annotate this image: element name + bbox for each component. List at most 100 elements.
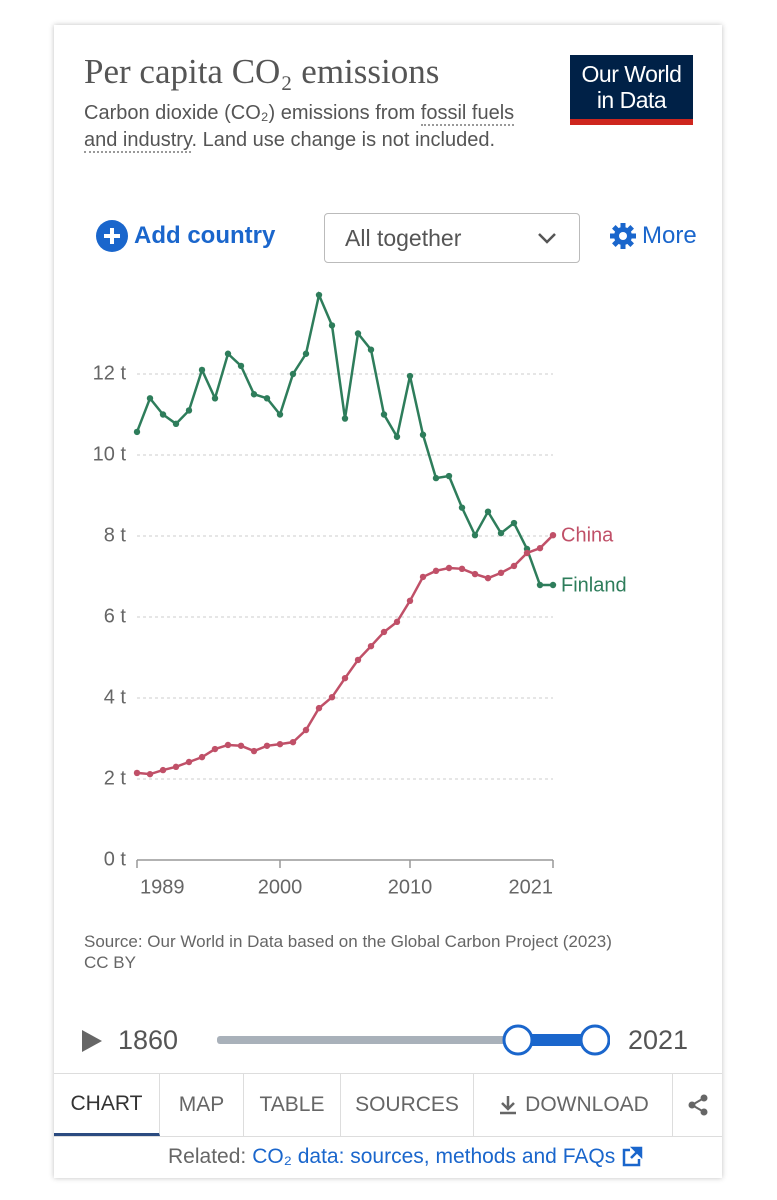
data-point bbox=[367, 346, 375, 353]
y-tick-label: 6 t bbox=[104, 605, 127, 627]
data-point bbox=[523, 549, 531, 557]
data-point bbox=[484, 508, 492, 515]
data-point bbox=[549, 531, 557, 539]
tab-label: DOWNLOAD bbox=[525, 1093, 649, 1116]
y-tick-label: 8 t bbox=[104, 524, 127, 546]
data-point bbox=[458, 565, 466, 573]
download-icon bbox=[500, 1096, 517, 1115]
data-point bbox=[484, 574, 492, 582]
data-point bbox=[341, 415, 349, 422]
data-point bbox=[497, 529, 505, 537]
related-link[interactable]: CO₂ data: sources, methods and FAQs bbox=[252, 1145, 616, 1168]
data-point bbox=[536, 581, 544, 589]
title: Per capita CO₂ emissions bbox=[84, 52, 440, 91]
more-button[interactable]: More bbox=[610, 222, 697, 250]
related-label: Related: bbox=[168, 1145, 247, 1168]
tab-bar: CHART MAP TABLE SOURCES DOWNLOAD bbox=[54, 1073, 722, 1137]
external-link-icon bbox=[622, 1146, 643, 1167]
data-point bbox=[172, 420, 180, 428]
data-point bbox=[328, 322, 336, 329]
license: CC BY bbox=[84, 953, 136, 972]
share-icon bbox=[688, 1094, 707, 1116]
tab[interactable]: TABLE bbox=[244, 1074, 341, 1136]
data-point bbox=[133, 769, 141, 777]
add-country-button[interactable]: Add country bbox=[96, 220, 275, 252]
data-point bbox=[341, 674, 349, 682]
button-label: Add country bbox=[134, 222, 276, 249]
subtitle-text: . Land use change is not included. bbox=[191, 129, 496, 151]
data-point bbox=[393, 433, 401, 440]
data-point bbox=[380, 628, 388, 636]
button-label: More bbox=[642, 222, 697, 249]
source-text: Source: Our World in Data based on the G… bbox=[84, 932, 612, 951]
data-point bbox=[159, 411, 167, 418]
data-point bbox=[211, 745, 219, 753]
mode-select[interactable]: All together bbox=[324, 213, 580, 263]
data-point bbox=[198, 366, 206, 374]
series-label: Finland bbox=[561, 574, 627, 596]
data-point bbox=[198, 753, 206, 761]
data-point bbox=[432, 567, 440, 575]
data-point bbox=[172, 763, 180, 771]
data-point bbox=[510, 519, 518, 527]
data-point bbox=[302, 350, 310, 357]
logo[interactable]: Our World in Data bbox=[570, 55, 693, 125]
data-point bbox=[133, 428, 141, 436]
data-point bbox=[419, 573, 427, 581]
y-tick-label: 4 t bbox=[104, 686, 127, 708]
subtitle-link[interactable]: fossil fuels and industry bbox=[84, 102, 515, 153]
data-point bbox=[419, 431, 427, 438]
source: Source: Our World in Data based on the G… bbox=[84, 931, 644, 973]
share-tab[interactable] bbox=[673, 1074, 722, 1136]
tab[interactable]: CHART bbox=[54, 1074, 160, 1136]
data-point bbox=[211, 395, 219, 402]
data-point bbox=[367, 642, 375, 650]
data-point bbox=[497, 569, 505, 577]
timeline-end: 2021 bbox=[628, 1025, 689, 1055]
data-point bbox=[432, 474, 440, 482]
select-label: All together bbox=[345, 224, 462, 251]
data-point bbox=[380, 411, 388, 418]
data-point bbox=[289, 370, 297, 378]
x-tick-label: 2000 bbox=[258, 876, 303, 898]
tab[interactable]: MAP bbox=[160, 1074, 244, 1136]
y-tick-label: 10 t bbox=[93, 443, 127, 465]
data-point bbox=[471, 531, 479, 539]
data-point bbox=[406, 372, 414, 380]
data-point bbox=[224, 350, 232, 357]
data-point bbox=[328, 693, 336, 701]
data-point bbox=[315, 291, 323, 299]
data-point bbox=[458, 504, 466, 511]
card bbox=[54, 25, 722, 1178]
tab[interactable]: SOURCES bbox=[341, 1074, 474, 1136]
chevron-icon bbox=[538, 233, 556, 244]
data-point bbox=[510, 562, 518, 570]
y-tick-label: 0 t bbox=[104, 848, 127, 870]
logo-line: in Data bbox=[596, 87, 667, 113]
data-point bbox=[159, 766, 167, 774]
y-tick-label: 12 t bbox=[93, 362, 127, 384]
subtitle-text: Carbon dioxide (CO₂) emissions from bbox=[84, 102, 421, 124]
data-point bbox=[289, 738, 297, 746]
subtitle: Carbon dioxide (CO₂) emissions from foss… bbox=[84, 100, 524, 154]
play-button[interactable] bbox=[80, 1029, 106, 1053]
data-point bbox=[445, 564, 453, 572]
data-point bbox=[185, 407, 193, 414]
data-point bbox=[354, 656, 362, 664]
data-point bbox=[146, 770, 154, 778]
timeline-slider[interactable] bbox=[210, 1020, 610, 1060]
x-tick-label: 1989 bbox=[140, 876, 185, 898]
series-line bbox=[136, 534, 554, 776]
data-point bbox=[445, 472, 453, 480]
data-point bbox=[471, 570, 479, 578]
plus-icon bbox=[96, 220, 128, 252]
gear-icon bbox=[610, 223, 636, 249]
data-point bbox=[406, 597, 414, 604]
data-point bbox=[237, 362, 245, 370]
tab[interactable]: DOWNLOAD bbox=[474, 1074, 673, 1136]
logo-line: Our World bbox=[581, 61, 682, 87]
data-point bbox=[302, 726, 310, 734]
data-point bbox=[354, 330, 362, 337]
